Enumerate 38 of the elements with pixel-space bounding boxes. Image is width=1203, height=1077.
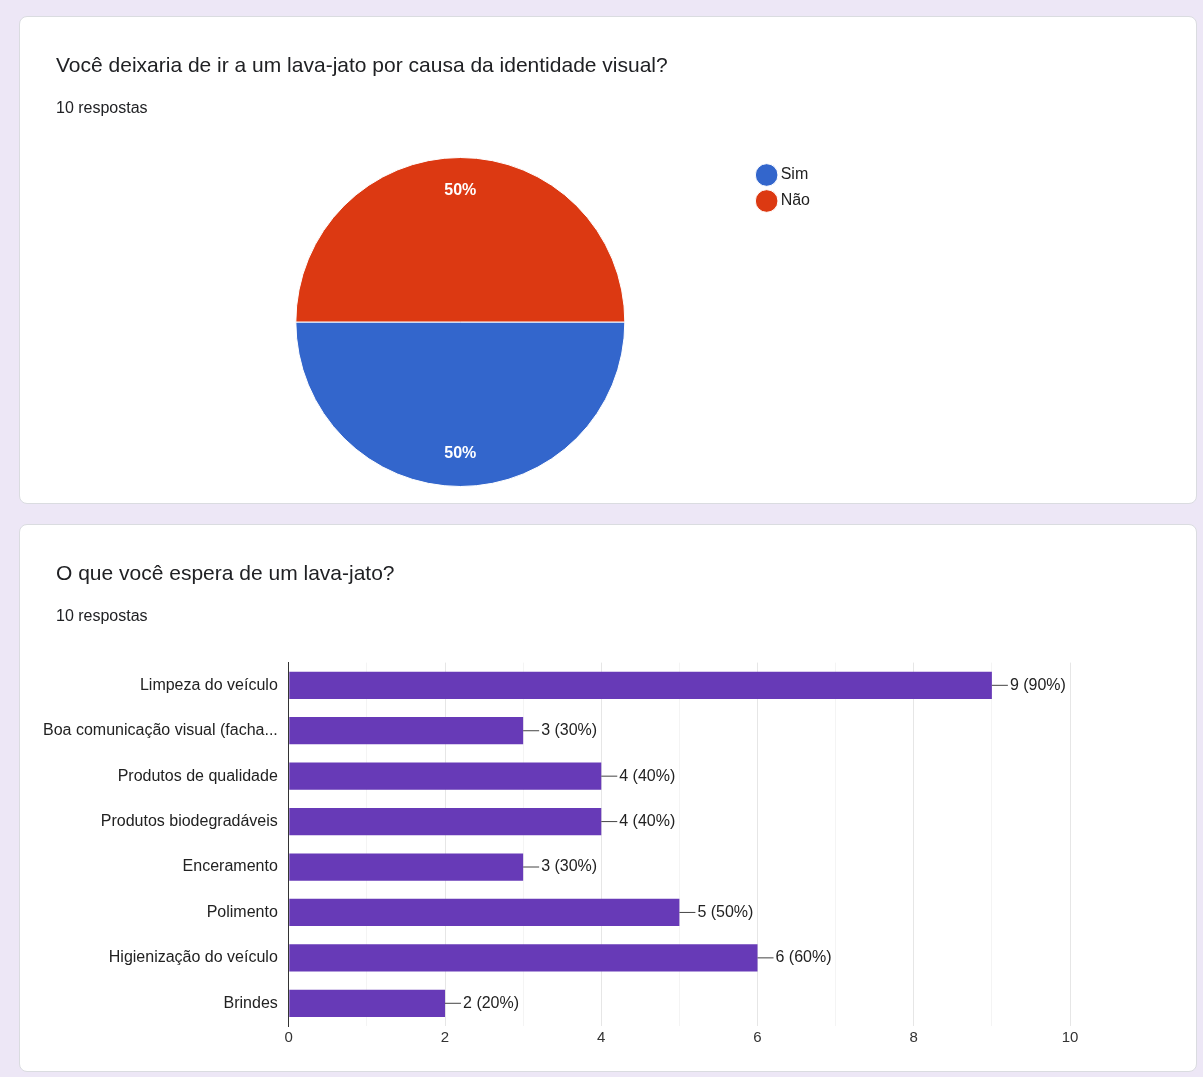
- x-tick-label: 0: [284, 1028, 293, 1046]
- text: 10 respostas: [56, 99, 148, 117]
- chart-title: Você deixaria de ir a um lava-jato por causa da identidade visual?: [56, 53, 668, 77]
- bar: [289, 853, 524, 881]
- y-tick-label: Produtos biodegradáveis: [100, 811, 278, 829]
- y-tick-label: Polimento: [206, 902, 278, 920]
- bar: [289, 717, 524, 745]
- text: 3 (30%): [541, 721, 598, 739]
- chart-title: O que você espera de um lava-jato?: [56, 561, 395, 585]
- x-tick-label: 6: [753, 1028, 762, 1046]
- bar: [289, 944, 758, 972]
- legend-label: Não: [780, 191, 811, 209]
- text: 2 (20%): [463, 993, 520, 1011]
- x-tick-label: 8: [909, 1028, 918, 1046]
- text: 4 (40%): [619, 811, 676, 829]
- y-tick-label: Limpeza do veículo: [139, 675, 278, 693]
- text: 10 respostas: [56, 607, 148, 625]
- bar: [289, 807, 602, 836]
- y-tick-label: Higienização do veículo: [108, 948, 278, 966]
- bar: [289, 671, 992, 699]
- x-tick-label: 4: [597, 1028, 606, 1046]
- y-tick-label: Boa comunicação visual (facha...: [42, 721, 278, 739]
- text: 4 (40%): [619, 766, 676, 784]
- y-tick-label: Produtos de qualidade: [117, 766, 278, 784]
- text: 5 (50%): [697, 902, 754, 920]
- y-tick-label: Brindes: [223, 993, 278, 1011]
- x-tick-label: 2: [440, 1028, 450, 1046]
- data-label: 50%: [444, 180, 477, 198]
- bar: [289, 898, 680, 927]
- y-tick-label: Enceramento: [182, 857, 278, 875]
- text: 6 (60%): [775, 948, 832, 966]
- x-tick-label: 10: [1061, 1028, 1079, 1046]
- data-label: 50%: [444, 444, 477, 462]
- text: 3 (30%): [541, 857, 598, 875]
- bar: [289, 989, 446, 1017]
- legend-label: Sim: [780, 165, 809, 183]
- bar: [289, 762, 602, 790]
- text: 9 (90%): [1009, 675, 1066, 693]
